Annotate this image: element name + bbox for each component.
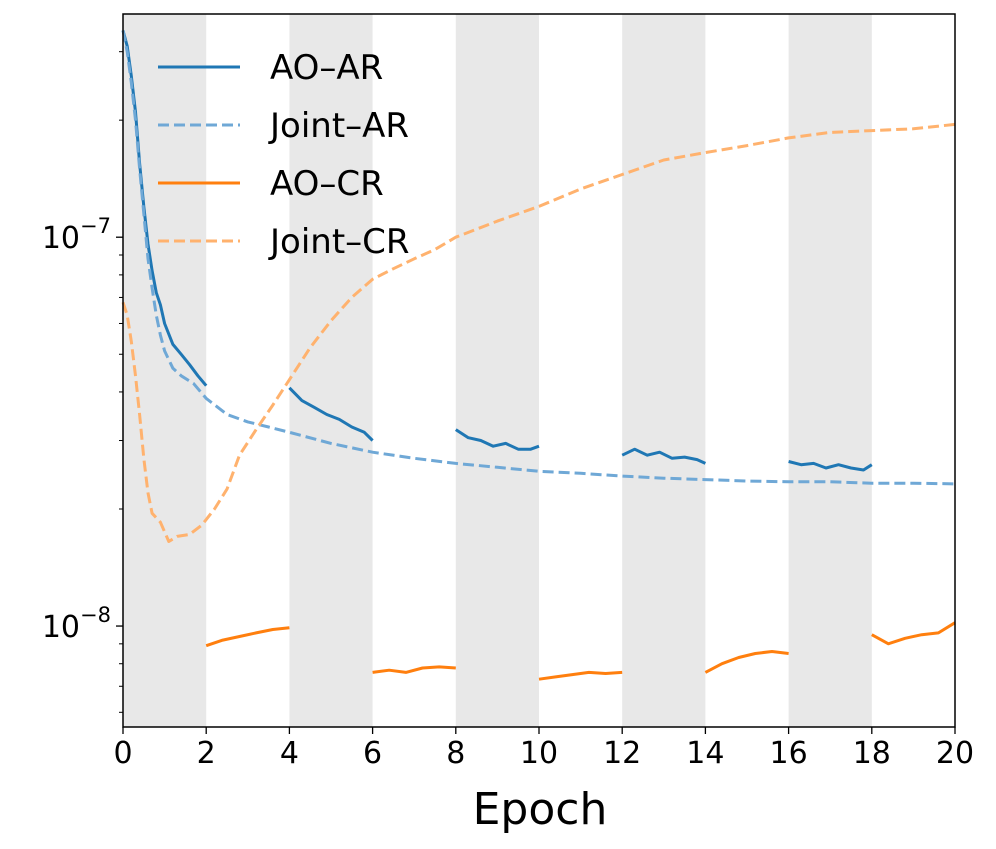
legend-label-ao-ar: AO–AR bbox=[270, 48, 383, 88]
y-axis: 10−810−7 bbox=[42, 51, 123, 713]
y-tick-label-exponent: −7 bbox=[80, 214, 111, 238]
x-tick-label: 20 bbox=[936, 736, 974, 771]
legend-label-ao-cr: AO–CR bbox=[270, 164, 384, 204]
series-layer bbox=[121, 30, 956, 681]
x-tick-label: 6 bbox=[363, 736, 382, 771]
x-tick-label: 8 bbox=[446, 736, 465, 771]
shaded-band-3 bbox=[622, 14, 706, 727]
x-tick-label: 4 bbox=[280, 736, 299, 771]
y-tick-label-exponent: −8 bbox=[80, 603, 111, 627]
series-line-joint-cr bbox=[121, 122, 956, 543]
y-tick-label-base: 10 bbox=[42, 221, 80, 256]
x-tick-label: 12 bbox=[603, 736, 641, 771]
x-axis-label: Epoch bbox=[473, 784, 608, 835]
shaded-epoch-bands bbox=[123, 14, 872, 727]
legend-label-joint-cr: Joint–CR bbox=[268, 222, 410, 262]
x-tick-label: 14 bbox=[686, 736, 724, 771]
x-tick-label: 16 bbox=[770, 736, 808, 771]
x-tick-label: 0 bbox=[113, 736, 132, 771]
shaded-band-1 bbox=[289, 14, 373, 727]
series-line-joint-ar bbox=[121, 30, 956, 486]
y-tick-label: 10−7 bbox=[42, 214, 111, 256]
x-tick-label: 2 bbox=[197, 736, 216, 771]
x-tick-label: 10 bbox=[520, 736, 558, 771]
y-tick-label: 10−8 bbox=[42, 603, 111, 645]
x-tick-label: 18 bbox=[853, 736, 891, 771]
legend-label-joint-ar: Joint–AR bbox=[268, 106, 409, 146]
shaded-band-4 bbox=[788, 14, 872, 727]
series-line-ao-cr bbox=[205, 621, 956, 681]
series-line-ao-ar bbox=[121, 30, 873, 472]
shaded-band-2 bbox=[455, 14, 539, 727]
legend: AO–AR Joint–AR AO–CR Joint–CR bbox=[158, 48, 410, 262]
x-axis: 0 2 4 6 8 10 12 14 16 18 20 bbox=[113, 727, 974, 771]
y-tick-label-base: 10 bbox=[42, 610, 80, 645]
